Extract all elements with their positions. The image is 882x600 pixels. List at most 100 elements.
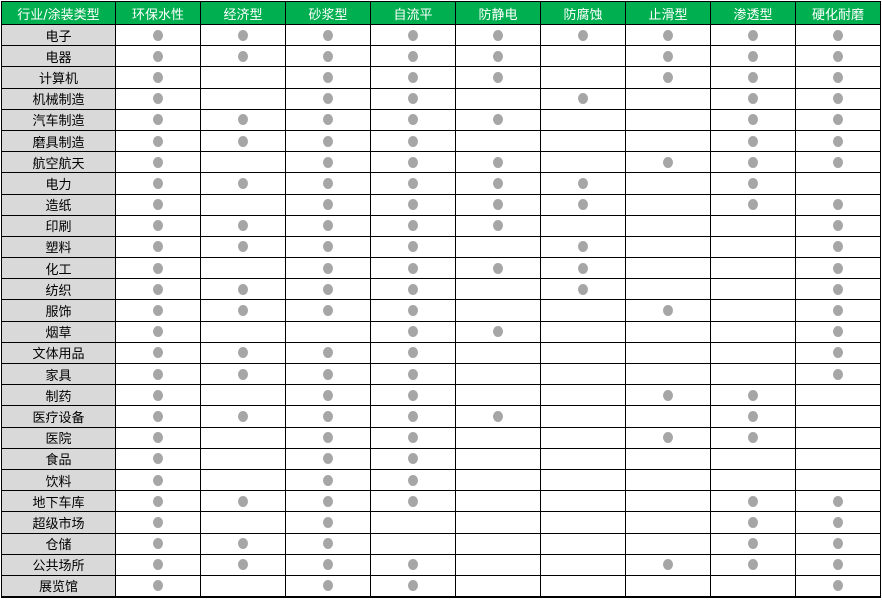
row-label: 制药 — [1, 384, 116, 407]
filled-circle-icon — [833, 326, 843, 338]
matrix-cell — [455, 320, 541, 343]
column-header: 防腐蚀 — [540, 1, 626, 25]
table-row: 电器 — [1, 45, 881, 68]
matrix-cell — [115, 574, 201, 599]
matrix-cell — [625, 151, 711, 174]
matrix-cell — [285, 574, 371, 599]
row-label: 医院 — [1, 426, 116, 449]
matrix-cell — [285, 193, 371, 216]
filled-circle-icon — [833, 156, 843, 168]
matrix-cell — [710, 129, 796, 153]
matrix-cell — [795, 468, 881, 492]
column-header: 止滑型 — [625, 1, 711, 25]
filled-circle-icon — [323, 432, 333, 444]
column-header: 环保水性 — [115, 1, 201, 25]
filled-circle-icon — [748, 516, 758, 528]
column-header: 经济型 — [200, 1, 286, 25]
filled-circle-icon — [833, 135, 843, 147]
matrix-cell — [200, 468, 286, 492]
matrix-cell — [200, 341, 286, 365]
matrix-cell — [200, 66, 286, 89]
matrix-cell — [625, 278, 711, 301]
matrix-cell — [540, 299, 626, 322]
matrix-cell — [115, 426, 201, 449]
row-label: 造纸 — [1, 193, 116, 216]
matrix-cell — [455, 511, 541, 534]
matrix-cell — [710, 299, 796, 322]
column-header: 自流平 — [370, 1, 456, 25]
matrix-cell — [200, 320, 286, 343]
matrix-cell — [540, 320, 626, 343]
filled-circle-icon — [408, 262, 418, 274]
matrix-cell — [115, 235, 201, 259]
matrix-cell — [455, 87, 541, 110]
filled-circle-icon — [408, 580, 418, 592]
matrix-cell — [625, 405, 711, 428]
filled-circle-icon — [663, 305, 673, 317]
filled-circle-icon — [323, 262, 333, 274]
matrix-cell — [455, 447, 541, 470]
matrix-cell — [455, 278, 541, 301]
matrix-cell — [710, 257, 796, 280]
matrix-cell — [200, 193, 286, 216]
matrix-cell — [455, 214, 541, 237]
matrix-cell — [625, 193, 711, 216]
filled-circle-icon — [153, 474, 163, 486]
matrix-cell — [625, 447, 711, 470]
filled-circle-icon — [238, 368, 248, 380]
matrix-cell — [625, 384, 711, 407]
filled-circle-icon — [663, 559, 673, 571]
matrix-cell — [710, 384, 796, 407]
filled-circle-icon — [408, 199, 418, 211]
matrix-cell — [625, 511, 711, 534]
filled-circle-icon — [833, 495, 843, 507]
filled-circle-icon — [833, 262, 843, 274]
matrix-cell — [285, 23, 371, 47]
matrix-cell — [710, 193, 796, 216]
filled-circle-icon — [238, 283, 248, 295]
filled-circle-icon — [323, 538, 333, 550]
filled-circle-icon — [748, 71, 758, 83]
filled-circle-icon — [663, 71, 673, 83]
filled-circle-icon — [663, 389, 673, 401]
row-label: 超级市场 — [1, 511, 116, 534]
table-row: 计算机 — [1, 66, 881, 89]
matrix-cell — [710, 341, 796, 365]
filled-circle-icon — [833, 368, 843, 380]
table-row: 航空航天 — [1, 151, 881, 174]
filled-circle-icon — [153, 262, 163, 274]
matrix-cell — [115, 151, 201, 174]
matrix-cell — [285, 384, 371, 407]
matrix-cell — [710, 553, 796, 576]
filled-circle-icon — [833, 93, 843, 105]
matrix-cell — [200, 490, 286, 513]
matrix-cell — [200, 553, 286, 576]
column-header: 防静电 — [455, 1, 541, 25]
matrix-cell — [200, 45, 286, 68]
filled-circle-icon — [408, 410, 418, 422]
filled-circle-icon — [748, 495, 758, 507]
filled-circle-icon — [493, 326, 503, 338]
filled-circle-icon — [748, 538, 758, 550]
matrix-cell — [115, 193, 201, 216]
matrix-cell — [540, 511, 626, 534]
matrix-cell — [115, 468, 201, 492]
table-row: 文体用品 — [1, 341, 881, 365]
matrix-cell — [370, 299, 456, 322]
filled-circle-icon — [833, 347, 843, 359]
table-row: 仓储 — [1, 532, 881, 555]
filled-circle-icon — [833, 114, 843, 126]
matrix-cell — [115, 214, 201, 237]
matrix-cell — [795, 574, 881, 599]
filled-circle-icon — [323, 93, 333, 105]
filled-circle-icon — [408, 432, 418, 444]
filled-circle-icon — [408, 453, 418, 465]
matrix-cell — [795, 66, 881, 89]
matrix-cell — [285, 447, 371, 470]
table-row: 机械制造 — [1, 87, 881, 110]
filled-circle-icon — [833, 220, 843, 232]
matrix-cell — [455, 108, 541, 131]
matrix-cell — [710, 108, 796, 131]
matrix-cell — [200, 23, 286, 47]
